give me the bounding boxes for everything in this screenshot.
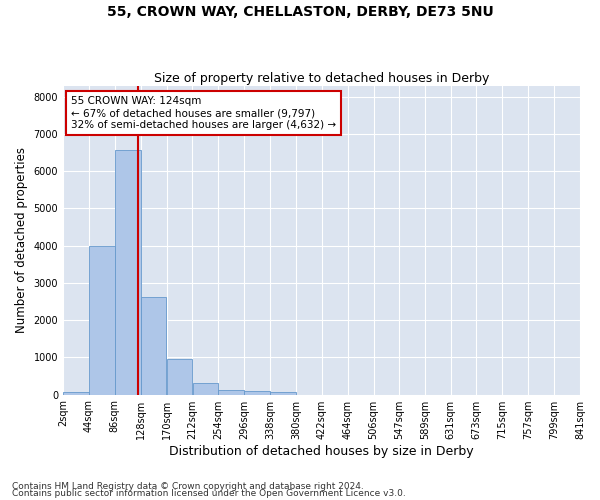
Text: Contains public sector information licensed under the Open Government Licence v3: Contains public sector information licen…	[12, 490, 406, 498]
Bar	[244, 391, 270, 394]
Bar	[167, 359, 193, 394]
Bar	[89, 246, 115, 394]
Title: Size of property relative to detached houses in Derby: Size of property relative to detached ho…	[154, 72, 489, 85]
X-axis label: Distribution of detached houses by size in Derby: Distribution of detached houses by size …	[169, 444, 474, 458]
Bar	[115, 150, 140, 394]
Text: Contains HM Land Registry data © Crown copyright and database right 2024.: Contains HM Land Registry data © Crown c…	[12, 482, 364, 491]
Bar	[218, 390, 244, 394]
Y-axis label: Number of detached properties: Number of detached properties	[15, 147, 28, 333]
Text: 55, CROWN WAY, CHELLASTON, DERBY, DE73 5NU: 55, CROWN WAY, CHELLASTON, DERBY, DE73 5…	[107, 5, 493, 19]
Bar	[63, 392, 89, 394]
Bar	[141, 297, 166, 394]
Bar	[193, 383, 218, 394]
Text: 55 CROWN WAY: 124sqm
← 67% of detached houses are smaller (9,797)
32% of semi-de: 55 CROWN WAY: 124sqm ← 67% of detached h…	[71, 96, 336, 130]
Bar	[270, 392, 296, 394]
